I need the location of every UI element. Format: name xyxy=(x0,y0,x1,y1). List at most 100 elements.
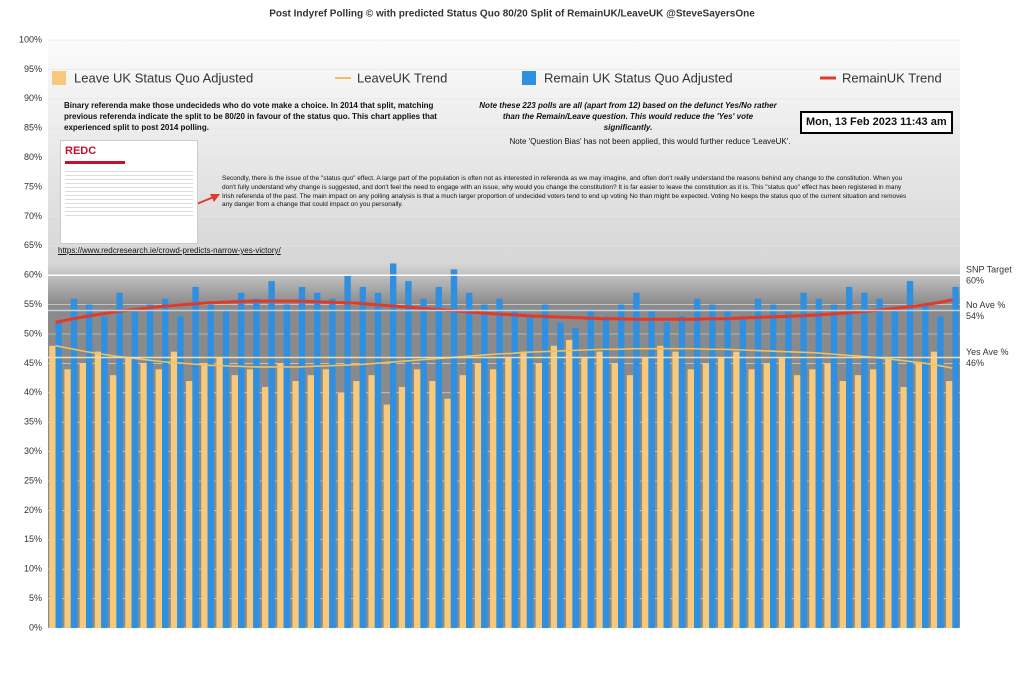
inset-logo: REDC xyxy=(65,145,97,157)
bar xyxy=(162,298,169,628)
bar xyxy=(626,375,634,628)
bar xyxy=(557,322,564,628)
bar xyxy=(466,292,473,628)
bar xyxy=(648,310,655,628)
bar xyxy=(292,381,299,628)
legend-label: LeaveUK Trend xyxy=(357,70,447,85)
bar xyxy=(937,316,944,628)
bar xyxy=(490,369,497,628)
bar xyxy=(542,304,549,628)
bar xyxy=(140,363,147,628)
bar xyxy=(374,292,382,628)
bar xyxy=(307,375,314,628)
bar xyxy=(642,357,649,628)
bar xyxy=(611,363,618,628)
legend-label: Remain UK Status Quo Adjusted xyxy=(544,70,733,85)
bar xyxy=(870,369,877,628)
bar xyxy=(131,310,138,628)
bar xyxy=(672,351,679,628)
inset-text xyxy=(65,168,193,218)
date-box: Mon, 13 Feb 2023 11:43 am xyxy=(800,111,953,134)
reference-label: SNP Target xyxy=(966,265,1012,275)
y-tick-label: 55% xyxy=(24,299,42,309)
reference-label: No Ave % xyxy=(966,300,1005,310)
bar xyxy=(222,310,230,628)
y-tick-label: 10% xyxy=(24,564,42,574)
bar xyxy=(724,310,731,628)
inset-line xyxy=(65,161,125,164)
bar xyxy=(329,298,336,628)
bar xyxy=(277,363,284,628)
bar xyxy=(709,304,716,628)
bar xyxy=(946,381,953,628)
bar xyxy=(170,351,178,628)
bar xyxy=(435,286,442,628)
y-tick-label: 95% xyxy=(24,64,42,74)
bar xyxy=(718,357,725,628)
bar xyxy=(733,351,740,628)
bar xyxy=(505,357,512,628)
bar xyxy=(444,398,451,628)
bar xyxy=(283,304,290,628)
bar xyxy=(429,381,436,628)
y-tick-label: 50% xyxy=(24,328,42,338)
bar xyxy=(839,381,846,628)
bar xyxy=(906,281,914,628)
bar xyxy=(101,316,108,628)
bar xyxy=(846,286,853,628)
y-tick-label: 30% xyxy=(24,446,42,456)
bar xyxy=(125,357,132,628)
bar xyxy=(459,375,466,628)
bar xyxy=(110,375,117,628)
bar xyxy=(566,339,573,628)
bar xyxy=(687,369,694,628)
bar xyxy=(177,316,184,628)
y-tick-label: 20% xyxy=(24,505,42,515)
bar xyxy=(535,363,542,628)
bar xyxy=(268,281,275,628)
status-quo-note: Secondly, there is the issue of the "sta… xyxy=(222,175,907,209)
bar xyxy=(794,375,801,628)
bar xyxy=(754,298,762,628)
bar xyxy=(253,298,260,628)
y-tick-label: 45% xyxy=(24,358,42,368)
left-note: Binary referenda make those undecideds w… xyxy=(64,101,437,132)
bar xyxy=(876,298,883,628)
bar xyxy=(526,316,534,628)
bar xyxy=(830,304,838,628)
trend-line xyxy=(55,344,953,369)
bar xyxy=(809,369,816,628)
bar xyxy=(550,345,558,628)
bar xyxy=(572,328,579,628)
bar xyxy=(383,404,390,628)
bar xyxy=(298,286,306,628)
bar xyxy=(246,369,254,628)
bar xyxy=(952,286,959,628)
bar xyxy=(368,375,375,628)
bar xyxy=(49,345,56,628)
bar xyxy=(930,351,938,628)
legend-swatch xyxy=(52,71,66,85)
bar xyxy=(450,269,458,628)
reference-value: 46% xyxy=(966,358,984,368)
y-tick-label: 100% xyxy=(19,34,42,44)
y-tick-label: 15% xyxy=(24,534,42,544)
bar xyxy=(824,363,831,628)
y-tick-label: 70% xyxy=(24,211,42,221)
bar xyxy=(192,286,199,628)
bar xyxy=(55,322,62,628)
bar xyxy=(231,375,238,628)
y-tick-label: 90% xyxy=(24,93,42,103)
bar xyxy=(481,304,488,628)
inset-image: REDC xyxy=(60,140,198,244)
bar xyxy=(94,351,102,628)
bar xyxy=(338,392,345,628)
bar xyxy=(474,363,482,628)
trend-line xyxy=(55,298,953,324)
chart-title: Post Indyref Polling © with predicted St… xyxy=(269,9,755,20)
bar xyxy=(79,363,86,628)
reference-value: 60% xyxy=(966,276,984,286)
bar xyxy=(815,298,822,628)
bar xyxy=(900,386,907,628)
